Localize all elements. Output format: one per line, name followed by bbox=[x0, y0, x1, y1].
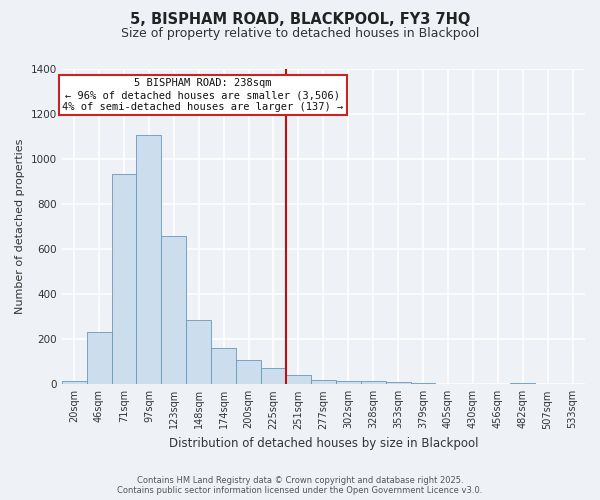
Bar bbox=[361, 381, 386, 384]
Bar bbox=[112, 174, 136, 384]
Bar bbox=[161, 236, 186, 384]
Bar bbox=[410, 383, 436, 384]
Bar bbox=[286, 375, 311, 384]
Text: Size of property relative to detached houses in Blackpool: Size of property relative to detached ho… bbox=[121, 28, 479, 40]
Text: 5 BISPHAM ROAD: 238sqm
← 96% of detached houses are smaller (3,506)
4% of semi-d: 5 BISPHAM ROAD: 238sqm ← 96% of detached… bbox=[62, 78, 344, 112]
Bar bbox=[211, 348, 236, 384]
Bar bbox=[386, 382, 410, 384]
Text: Contains public sector information licensed under the Open Government Licence v3: Contains public sector information licen… bbox=[118, 486, 482, 495]
Bar bbox=[62, 381, 86, 384]
Bar bbox=[186, 320, 211, 384]
Bar bbox=[336, 381, 361, 384]
Text: 5, BISPHAM ROAD, BLACKPOOL, FY3 7HQ: 5, BISPHAM ROAD, BLACKPOOL, FY3 7HQ bbox=[130, 12, 470, 28]
Text: Contains HM Land Registry data © Crown copyright and database right 2025.: Contains HM Land Registry data © Crown c… bbox=[137, 476, 463, 485]
Bar bbox=[510, 383, 535, 384]
Y-axis label: Number of detached properties: Number of detached properties bbox=[15, 139, 25, 314]
Bar bbox=[236, 360, 261, 384]
Bar bbox=[136, 135, 161, 384]
Bar bbox=[261, 368, 286, 384]
Bar bbox=[311, 380, 336, 384]
X-axis label: Distribution of detached houses by size in Blackpool: Distribution of detached houses by size … bbox=[169, 437, 478, 450]
Bar bbox=[86, 332, 112, 384]
